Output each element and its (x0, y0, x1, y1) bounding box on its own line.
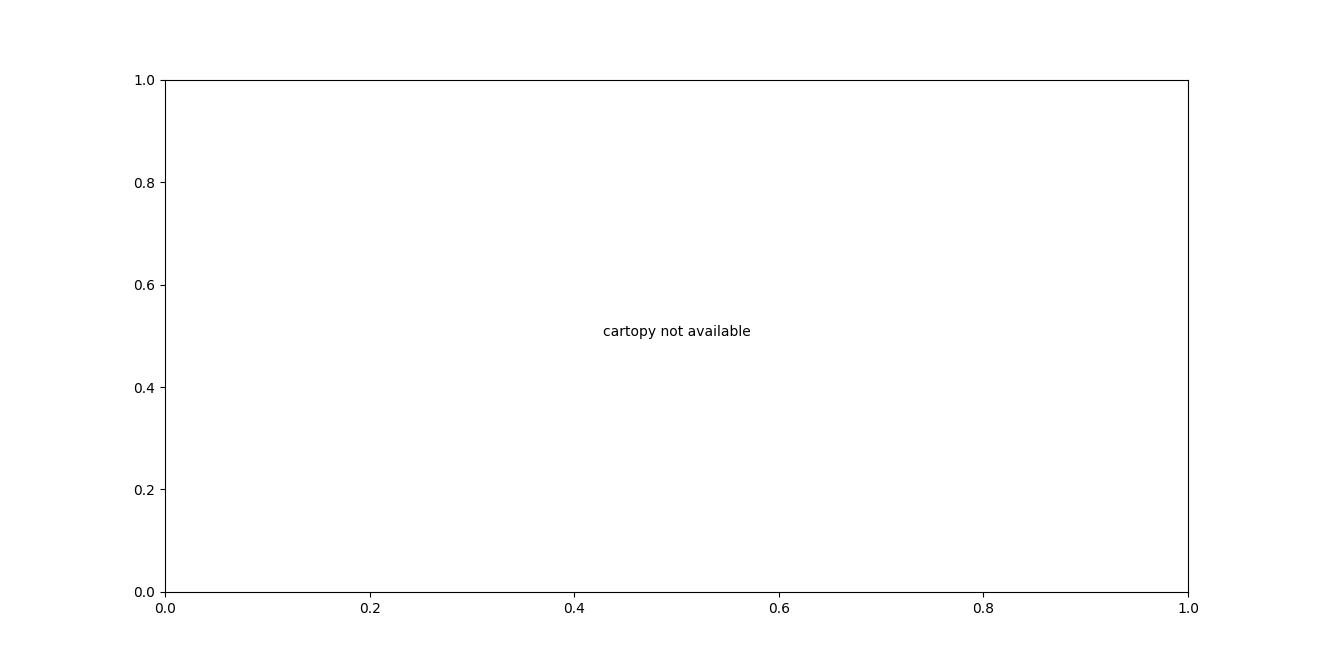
Text: cartopy not available: cartopy not available (603, 325, 750, 339)
